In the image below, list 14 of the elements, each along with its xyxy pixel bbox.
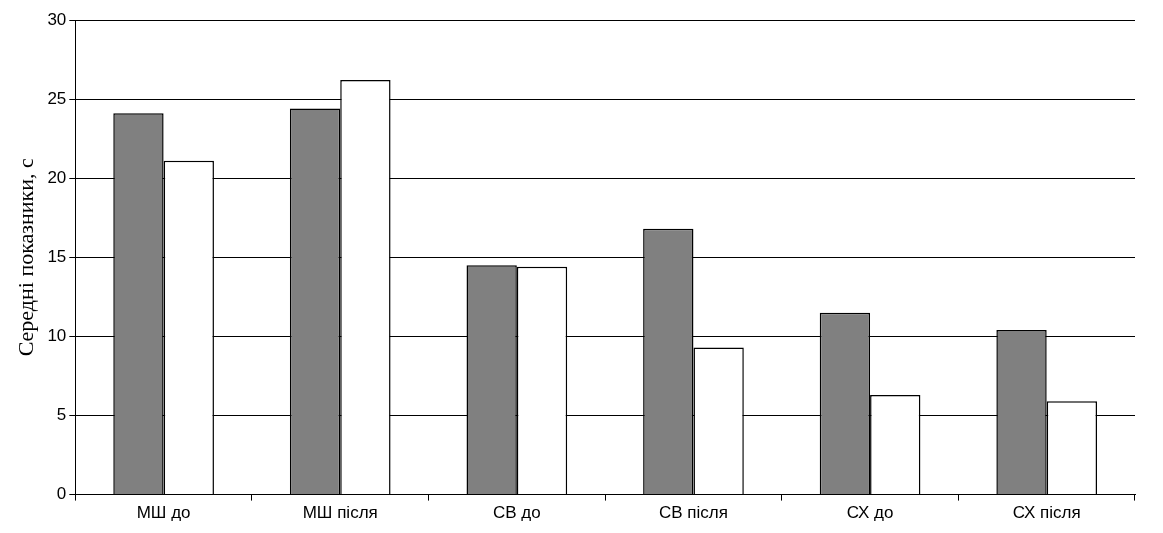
x-tick-label: МШ до [136, 503, 191, 523]
y-tick-label: 20 [47, 167, 67, 187]
y-tick-label: 0 [56, 484, 67, 504]
y-tick-label: 25 [47, 88, 67, 108]
y-axis-title: Середні показники, с [12, 158, 38, 357]
x-tick-label: СХ до [846, 503, 894, 523]
x-tick-label: СВ після [658, 503, 728, 523]
x-tick-label: СВ до [492, 503, 541, 523]
y-tick-label: 15 [47, 246, 67, 266]
y-tick-label: 5 [56, 405, 67, 425]
y-tick-label: 30 [47, 9, 67, 29]
x-tick-label: МШ після [302, 503, 378, 523]
x-tick-label: СХ після [1012, 503, 1081, 523]
y-tick-label: 10 [47, 326, 67, 346]
